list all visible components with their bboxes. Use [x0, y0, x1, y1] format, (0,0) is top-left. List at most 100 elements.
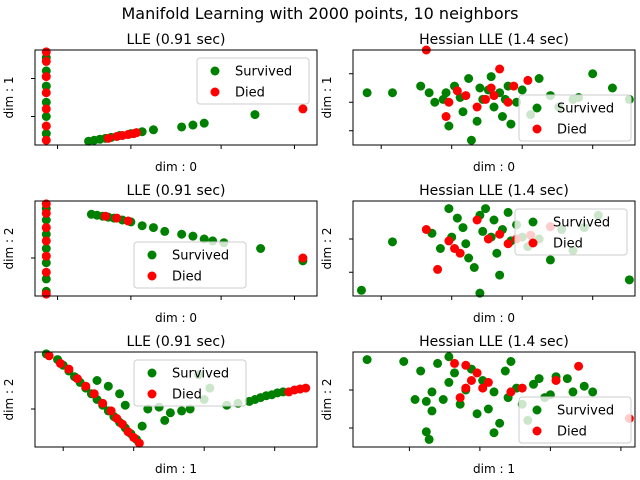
data-point: [137, 421, 147, 431]
data-point: [545, 255, 555, 265]
data-point: [452, 86, 462, 96]
data-point: [41, 47, 51, 57]
y-axis-label: dim : 1: [320, 77, 334, 119]
data-point: [41, 121, 51, 131]
data-point: [129, 433, 139, 442]
data-point: [421, 225, 431, 234]
data-point: [64, 364, 74, 374]
data-point: [123, 216, 133, 226]
data-point: [433, 358, 443, 368]
legend: Survived Died: [196, 57, 310, 105]
data-point: [362, 88, 372, 98]
data-point: [387, 237, 397, 247]
scatter-panel: Hessian LLE (1.4 sec) dim : 1 dim : 2 Survi…: [320, 334, 636, 476]
data-point: [517, 383, 527, 393]
data-point: [41, 251, 51, 261]
legend-box: [518, 396, 632, 444]
panel-title: LLE (0.91 sec): [126, 32, 225, 48]
legend-label: Survived: [557, 102, 614, 117]
scatter-panel: LLE (0.91 sec) dim : 1 dim : 2 Survived Died: [2, 334, 318, 476]
data-point: [472, 409, 482, 419]
data-point: [41, 289, 51, 299]
data-point: [475, 83, 485, 93]
data-point: [441, 88, 451, 98]
data-point: [466, 376, 476, 385]
data-point: [362, 355, 372, 365]
legend-box: [196, 57, 310, 105]
data-point: [495, 64, 505, 74]
data-point: [478, 383, 488, 393]
data-point: [72, 374, 82, 384]
data-point: [464, 253, 474, 263]
data-point: [472, 215, 482, 225]
legend-label: Survived: [235, 65, 292, 80]
data-point: [92, 376, 102, 385]
data-point: [165, 408, 175, 418]
data-point: [497, 112, 507, 121]
data-point: [489, 387, 499, 397]
data-point: [503, 207, 513, 217]
data-point: [464, 74, 474, 83]
data-point: [486, 72, 496, 82]
data-point: [472, 368, 482, 378]
legend-marker: [532, 405, 542, 415]
data-point: [478, 226, 488, 236]
data-point: [506, 119, 516, 129]
data-point: [41, 199, 51, 209]
data-point: [132, 128, 142, 138]
data-point: [98, 398, 108, 408]
data-point: [489, 102, 499, 112]
panel-title: LLE (0.91 sec): [126, 334, 225, 350]
data-point: [134, 438, 144, 448]
legend-marker: [210, 87, 220, 97]
data-point: [41, 72, 51, 82]
data-point: [41, 244, 51, 253]
legend-marker: [147, 271, 157, 281]
data-point: [177, 122, 187, 132]
data-point: [101, 211, 110, 221]
data-point: [424, 88, 434, 98]
data-point: [461, 383, 471, 393]
scatter-panel: LLE (0.91 sec) dim : 0 dim : 2 Survived Died: [2, 183, 318, 325]
data-point: [41, 208, 51, 218]
data-point: [41, 112, 51, 121]
axes-frame: [34, 49, 318, 146]
data-point: [41, 236, 51, 246]
y-axis-label: dim : 2: [320, 379, 334, 421]
data-point: [160, 226, 170, 236]
data-point: [421, 396, 431, 406]
data-point: [427, 387, 437, 397]
data-point: [148, 223, 158, 233]
data-point: [506, 357, 516, 366]
data-point: [103, 133, 113, 143]
data-point: [399, 357, 409, 366]
scatter-panel: LLE (0.91 sec) dim : 0 dim : 1 Survived Died: [2, 32, 318, 174]
data-point: [483, 377, 493, 387]
panel-title: LLE (0.91 sec): [126, 183, 225, 199]
data-point: [41, 215, 51, 225]
data-point: [41, 274, 51, 284]
data-point: [483, 404, 493, 414]
data-point: [588, 387, 598, 397]
legend: Survived Died: [514, 208, 628, 256]
data-point: [41, 104, 51, 114]
data-point: [444, 204, 454, 214]
data-point: [444, 377, 454, 387]
legend-marker: [528, 238, 538, 248]
data-point: [81, 381, 91, 391]
data-point: [148, 125, 158, 135]
x-axis-label: dim : 0: [473, 160, 515, 174]
legend-marker: [528, 217, 538, 227]
data-point: [495, 270, 505, 280]
data-point: [41, 229, 51, 239]
data-point: [117, 419, 127, 429]
data-point: [41, 97, 51, 107]
axes-frame: [352, 200, 636, 297]
data-point: [607, 83, 617, 93]
legend-label: Survived: [172, 367, 229, 382]
data-point: [489, 91, 499, 101]
data-point: [410, 395, 420, 404]
data-point: [458, 107, 468, 117]
legend-marker: [532, 103, 542, 113]
data-point: [89, 389, 99, 399]
